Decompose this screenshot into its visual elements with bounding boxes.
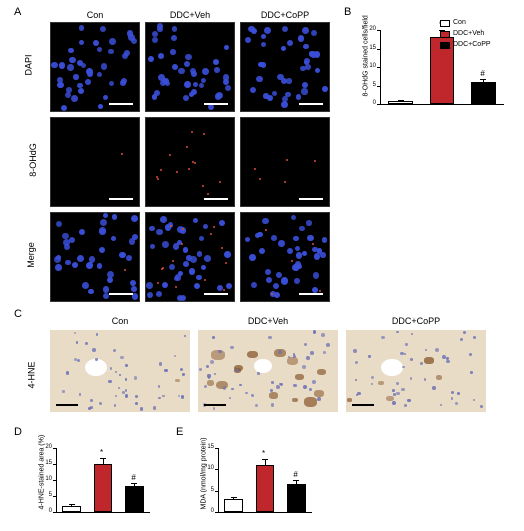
- bar-0: [62, 506, 81, 512]
- row-ohdg: 8-OHdG: [28, 143, 38, 177]
- fluo-ohdg-veh: [145, 117, 235, 207]
- legend-label: Con: [453, 19, 466, 26]
- col-copp-c: DDC+CoPP: [346, 316, 486, 326]
- ihc-copp: [346, 330, 486, 412]
- fluo-ohdg-copp: [240, 117, 330, 207]
- bar-0: [388, 101, 413, 104]
- legend-swatch: [440, 31, 450, 38]
- chart-e: 051015MDA (nmol/mg protein)*#: [196, 438, 316, 518]
- col-copp: DDC+CoPP: [240, 10, 330, 20]
- fluo-ohdg-con: [50, 117, 140, 207]
- fluo-dapi-veh: [145, 22, 235, 112]
- bar-1: [94, 464, 113, 512]
- fluo-merge-copp: [240, 212, 330, 302]
- legend-label: DDC+CoPP: [453, 41, 491, 48]
- bar-1: [256, 465, 275, 512]
- fluo-dapi-con: [50, 22, 140, 112]
- fluo-merge-veh: [145, 212, 235, 302]
- col-veh-c: DDC+Veh: [198, 316, 338, 326]
- panel-d-label: D: [14, 426, 22, 438]
- ihc-veh: [198, 330, 338, 412]
- row-dapi: DAPI: [24, 54, 34, 75]
- fluo-merge-con: [50, 212, 140, 302]
- bar-2: [125, 486, 144, 512]
- row-merge: Merge: [26, 242, 36, 268]
- chart-d: 051015204-HNE-stained area (%)*#: [34, 438, 154, 518]
- chart-b: 051015208-OHdG stained cells/field*#: [358, 20, 508, 110]
- col-con-c: Con: [50, 316, 190, 326]
- fluo-dapi-copp: [240, 22, 330, 112]
- col-con: Con: [50, 10, 140, 20]
- panel-a-label: A: [14, 6, 21, 18]
- row-hne: 4-HNE: [27, 361, 37, 388]
- panel-e-label: E: [176, 426, 183, 438]
- bar-0: [224, 499, 243, 512]
- panel-b-label: B: [344, 6, 351, 18]
- bar-2: [287, 484, 306, 512]
- ihc-con: [50, 330, 190, 412]
- col-veh: DDC+Veh: [145, 10, 235, 20]
- legend-swatch: [440, 20, 450, 27]
- legend-swatch: [440, 42, 450, 49]
- legend-label: DDC+Veh: [453, 30, 484, 37]
- panel-c-label: C: [14, 308, 22, 320]
- bar-2: [471, 82, 496, 104]
